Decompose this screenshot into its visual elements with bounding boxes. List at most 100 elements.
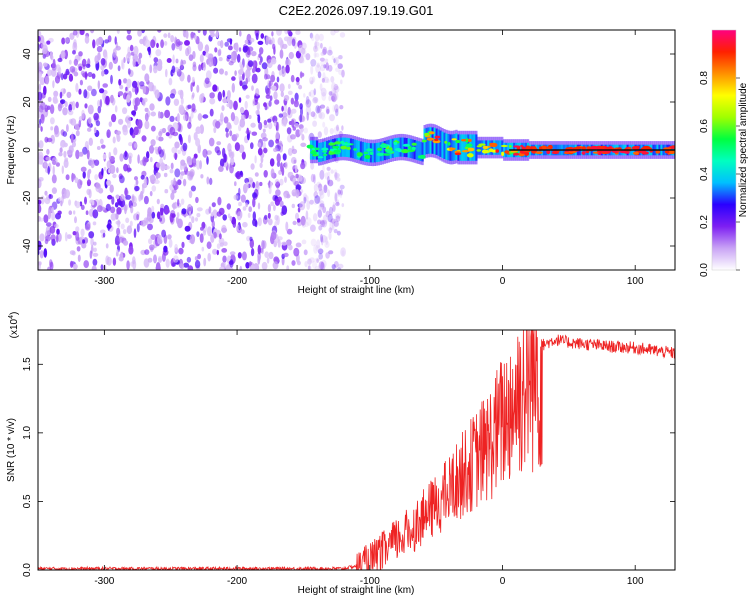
noise-speckle [337,63,343,69]
noise-speckle [332,220,335,231]
noise-speckle [277,37,283,46]
noise-speckle [317,264,322,270]
noise-speckle [233,194,239,200]
signal-peak [333,149,341,153]
signal-peak [419,154,426,159]
noise-speckle [141,30,145,34]
noise-speckle [50,117,55,125]
noise-speckle [322,72,326,82]
noise-speckle [44,190,48,196]
noise-speckle [125,194,132,200]
noise-speckle [48,206,52,214]
noise-speckle [281,166,285,177]
noise-speckle [146,211,152,222]
noise-speckle [319,190,325,199]
noise-speckle [268,251,274,260]
noise-speckle [118,118,124,125]
signal-peak [513,145,521,148]
noise-speckle [97,205,103,213]
noise-speckle [306,111,309,121]
noise-speckle [262,128,266,133]
signal-band-column [501,140,504,155]
noise-speckle [267,218,273,226]
noise-speckle [333,221,340,227]
noise-speckle [332,91,339,101]
noise-speckle [159,149,164,158]
noise-speckle [151,211,156,219]
noise-speckle [303,249,308,256]
noise-speckle [164,208,170,214]
colorbar-tick-label: 0.2 [699,215,710,229]
noise-speckle [312,112,317,120]
noise-speckle [88,137,94,146]
noise-speckle [200,174,204,179]
noise-speckle [286,265,290,270]
noise-speckle [249,236,253,242]
signal-peak [364,154,371,159]
noise-speckle [283,193,287,199]
noise-speckle [278,113,283,118]
noise-speckle [91,73,96,79]
noise-speckle [187,74,191,83]
noise-speckle [174,243,179,253]
noise-speckle [285,221,289,232]
noise-speckle [314,33,320,42]
noise-speckle [236,53,241,63]
signal-band-column [493,140,496,155]
noise-speckle [43,160,47,167]
noise-speckle [276,161,281,168]
noise-speckle [310,59,317,67]
noise-speckle [330,76,335,83]
noise-speckle [110,213,117,221]
noise-speckle [48,194,54,200]
noise-speckle [38,199,42,205]
noise-speckle [93,247,97,252]
noise-speckle [268,139,274,148]
noise-speckle [90,30,95,34]
signal-band-column [451,134,454,161]
signal-peak [640,150,647,153]
noise-speckle [108,61,113,70]
noise-speckle [96,146,101,150]
noise-speckle [211,202,216,208]
noise-speckle [108,121,113,127]
noise-speckle [219,68,224,75]
noise-speckle [325,252,330,259]
noise-speckle [193,34,198,40]
noise-speckle [161,164,166,169]
noise-speckle [57,210,62,215]
noise-speckle [109,94,114,104]
noise-speckle [99,98,103,108]
noise-speckle [247,46,254,52]
noise-speckle [227,143,232,152]
noise-speckle [295,76,300,83]
noise-speckle [258,53,262,58]
noise-speckle [323,184,328,194]
spectrogram-x-tick-label: -200 [227,276,247,287]
noise-speckle [134,176,138,181]
noise-speckle [43,214,49,224]
noise-speckle [119,84,124,90]
signal-peak [434,138,439,142]
noise-speckle [136,81,140,88]
noise-speckle [260,132,267,139]
noise-speckle [144,39,151,48]
noise-speckle [183,114,188,121]
noise-speckle [109,184,114,193]
noise-speckle [223,262,227,269]
noise-speckle [156,211,161,220]
noise-speckle [256,102,260,111]
noise-speckle [332,104,336,113]
noise-speckle [89,250,93,259]
signal-band-column [489,140,492,155]
noise-speckle [123,240,129,246]
noise-speckle [297,218,301,223]
noise-speckle [237,252,242,259]
signal-peak [585,150,590,154]
noise-speckle [214,146,220,154]
noise-speckle [106,256,112,266]
noise-speckle [320,233,323,243]
noise-speckle [329,128,334,135]
noise-speckle [314,265,321,270]
noise-speckle [261,240,265,250]
